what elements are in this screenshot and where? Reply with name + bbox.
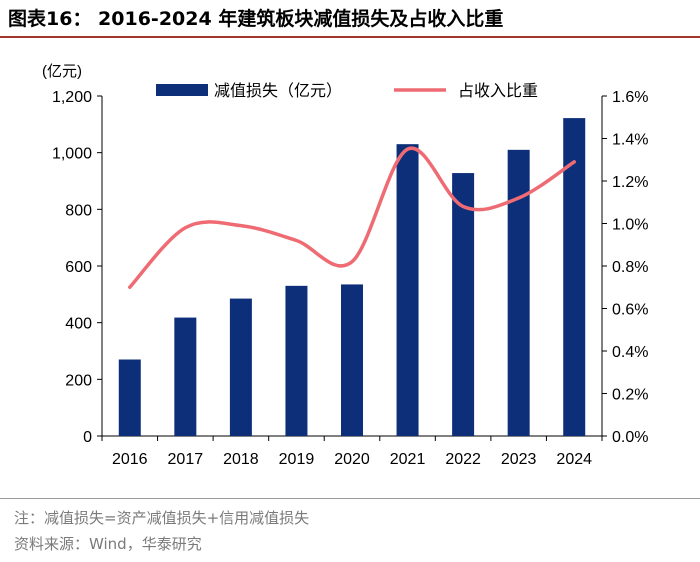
bar-2021: [396, 144, 419, 436]
chart-legend: 减值损失（亿元） 占收入比重: [156, 82, 538, 100]
figure-source: 资料来源：Wind，华泰研究: [14, 535, 202, 553]
left-axis-tick-label: 1,200: [52, 89, 92, 106]
figure-note: 注：减值损失=资产减值损失+信用减值损失: [14, 509, 310, 527]
left-axis-tick-label: 1,000: [52, 146, 92, 163]
left-axis-tick-label: 0: [83, 429, 92, 446]
x-axis-tick-label: 2016: [112, 451, 148, 468]
bar-2017: [174, 317, 197, 436]
bar-2018: [229, 298, 252, 436]
right-axis-tick-label: 1.4%: [612, 132, 648, 149]
chart-axes: 0 200 400 600 800 1,000 1,200 (亿元) 0.0% 0.2% 0.4% 0…: [42, 63, 648, 468]
left-axis-tick-label: 200: [65, 372, 92, 389]
legend-bar-swatch: [156, 84, 208, 96]
x-axis-tick-label: 2017: [168, 451, 204, 468]
right-axis-tick-label: 1.2%: [612, 174, 648, 191]
right-axis-tick-label: 0.8%: [612, 259, 648, 276]
line-series: [128, 146, 576, 289]
right-axis-tick-label: 1.6%: [612, 89, 648, 106]
x-axis-tick-label: 2024: [556, 451, 592, 468]
footer-rule: [0, 498, 700, 499]
right-axis-tick-label: 0.0%: [612, 429, 648, 446]
bar-2016: [118, 359, 141, 436]
bar-2019: [285, 285, 308, 436]
x-axis-tick-label: 2023: [501, 451, 537, 468]
legend-bar-label: 减值损失（亿元）: [214, 82, 342, 100]
right-axis-tick-label: 1.0%: [612, 217, 648, 234]
bar-2023: [507, 149, 530, 437]
bar-2024: [563, 118, 586, 436]
left-axis-tick-label: 800: [65, 202, 92, 219]
title-rule: [0, 36, 700, 38]
x-axis-tick-label: 2021: [390, 451, 426, 468]
ratio-line: [128, 146, 576, 289]
left-axis-tick-label: 600: [65, 259, 92, 276]
right-axis-tick-label: 0.4%: [612, 344, 648, 361]
left-axis-tick-label: 400: [65, 316, 92, 333]
bar-2020: [341, 284, 363, 436]
right-axis-tick-label: 0.2%: [612, 387, 648, 404]
bar-series: [118, 118, 586, 437]
legend-line-label: 占收入比重: [458, 82, 538, 100]
x-axis-tick-label: 2020: [334, 451, 370, 468]
chart: 0 200 400 600 800 1,000 1,200 (亿元) 0.0% 0.2% 0.4% 0…: [42, 63, 648, 468]
x-axis-tick-label: 2022: [445, 451, 481, 468]
right-axis-tick-label: 0.6%: [612, 302, 648, 319]
x-axis-tick-label: 2018: [223, 451, 259, 468]
x-axis-tick-label: 2019: [279, 451, 315, 468]
bar-2022: [452, 173, 475, 437]
left-axis-unit: (亿元): [42, 63, 82, 80]
figure-title: 图表16： 2016-2024 年建筑板块减值损失及占收入比重: [8, 8, 504, 30]
